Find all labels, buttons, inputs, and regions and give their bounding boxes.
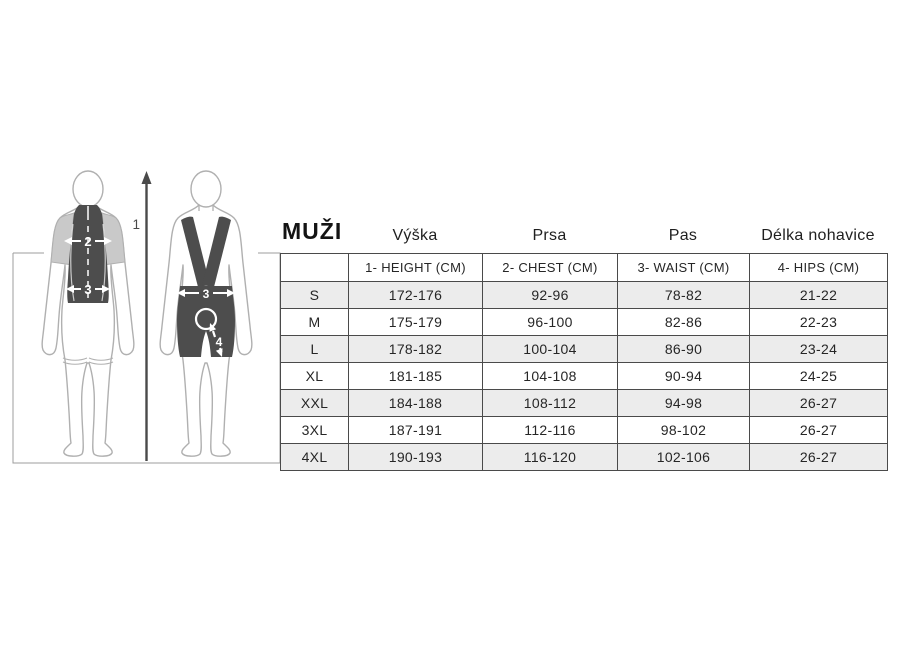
bib-shorts: [177, 286, 235, 357]
cell-size: XL: [280, 362, 349, 390]
cell-height: 184-188: [348, 389, 483, 417]
table-row: S 172-176 92-96 78-82 21-22: [280, 281, 888, 309]
height-measure-label: 1: [132, 217, 140, 232]
bib-strap-left: [181, 216, 210, 287]
cell-waist: 82-86: [617, 308, 750, 336]
waist-arrow: [66, 285, 110, 293]
header-waist: 3- WAIST (CM): [617, 253, 750, 282]
section-title-men: MUŽI: [282, 218, 343, 244]
inseam-arrow: [209, 323, 223, 357]
jersey-waist-measure-label: 3: [84, 282, 91, 297]
cell-hips: 24-25: [749, 362, 888, 390]
cell-height: 172-176: [348, 281, 483, 309]
jersey-figure: 2 3: [41, 170, 135, 457]
cell-chest: 96-100: [482, 308, 618, 336]
header-chest: 2- CHEST (CM): [482, 253, 618, 282]
cell-waist: 90-94: [617, 362, 750, 390]
cell-chest: 112-116: [482, 416, 618, 444]
table-header-row: 1- HEIGHT (CM) 2- CHEST (CM) 3- WAIST (C…: [280, 253, 888, 282]
cell-hips: 26-27: [749, 389, 888, 417]
cell-hips: 21-22: [749, 281, 888, 309]
cell-waist: 102-106: [617, 443, 750, 471]
cell-size: XXL: [280, 389, 349, 417]
cell-waist: 78-82: [617, 281, 750, 309]
table-row: XL 181-185 104-108 90-94 24-25: [280, 362, 888, 390]
table-row: 4XL 190-193 116-120 102-106 26-27: [280, 443, 888, 471]
label-hips: Délka nohavice: [761, 227, 875, 244]
bib-strap-right: [202, 216, 231, 287]
cell-height: 187-191: [348, 416, 483, 444]
cell-size: M: [280, 308, 349, 336]
label-chest: Prsa: [532, 227, 567, 244]
cell-chest: 116-120: [482, 443, 618, 471]
table-row: XXL 184-188 108-112 94-98 26-27: [280, 389, 888, 417]
cell-hips: 23-24: [749, 335, 888, 363]
chest-measure-label: 2: [84, 234, 91, 249]
cell-waist: 94-98: [617, 389, 750, 417]
cell-height: 178-182: [348, 335, 483, 363]
table-row: M 175-179 96-100 82-86 22-23: [280, 308, 888, 336]
chest-arrow: [64, 237, 112, 245]
header-height: 1- HEIGHT (CM): [348, 253, 483, 282]
cell-chest: 104-108: [482, 362, 618, 390]
cell-size: 3XL: [280, 416, 349, 444]
header-hips: 4- HIPS (CM): [749, 253, 888, 282]
table-row: 3XL 187-191 112-116 98-102 26-27: [280, 416, 888, 444]
cell-height: 175-179: [348, 308, 483, 336]
cell-waist: 86-90: [617, 335, 750, 363]
bib-shorts-figure: 3 4: [159, 170, 253, 457]
label-height: Výška: [392, 227, 438, 244]
shorts-hem-lines: [62, 357, 114, 365]
measure-label-row: Výška Prsa Pas Délka nohavice: [348, 227, 887, 245]
cell-chest: 100-104: [482, 335, 618, 363]
cell-size: 4XL: [280, 443, 349, 471]
label-waist: Pas: [668, 227, 698, 244]
size-table: 1- HEIGHT (CM) 2- CHEST (CM) 3- WAIST (C…: [280, 253, 888, 471]
cell-waist: 98-102: [617, 416, 750, 444]
cell-height: 190-193: [348, 443, 483, 471]
height-arrow: 1: [132, 171, 152, 461]
bib-waist-arrow: [177, 289, 235, 297]
cell-size: L: [280, 335, 349, 363]
bib-waist-measure-label: 3: [203, 287, 210, 301]
table-row: L 178-182 100-104 86-90 23-24: [280, 335, 888, 363]
cell-hips: 26-27: [749, 443, 888, 471]
inseam-measure-label: 4: [216, 335, 223, 349]
cell-hips: 26-27: [749, 416, 888, 444]
header-size: [280, 253, 349, 282]
cell-hips: 22-23: [749, 308, 888, 336]
cell-chest: 108-112: [482, 389, 618, 417]
size-guide-illustration: 1 2: [12, 170, 281, 464]
cell-size: S: [280, 281, 349, 309]
cell-height: 181-185: [348, 362, 483, 390]
inseam-circle: [194, 307, 218, 331]
cell-chest: 92-96: [482, 281, 618, 309]
